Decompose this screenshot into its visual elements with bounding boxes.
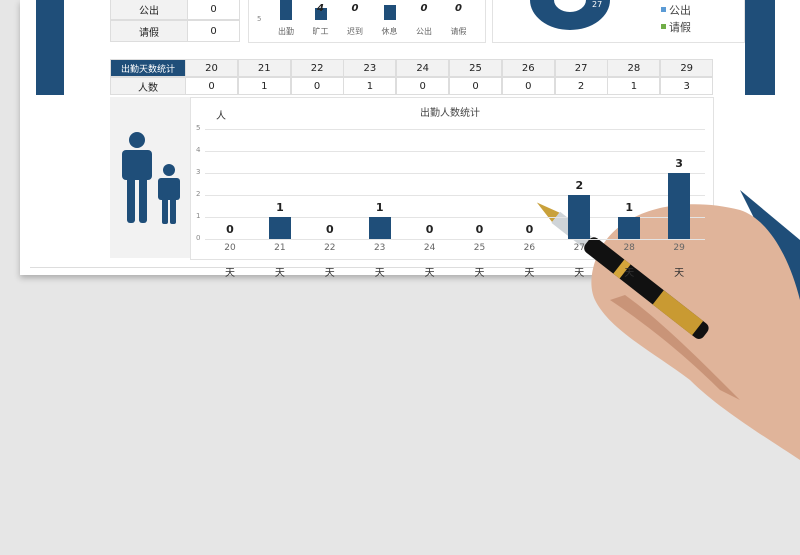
y-tick: 1	[196, 212, 201, 220]
day-count: 1	[343, 77, 397, 95]
unit-label: 天	[474, 268, 485, 279]
legend-label: 请假	[669, 21, 691, 34]
unit-label: 天	[424, 268, 435, 279]
day-header: 24	[396, 59, 450, 77]
day-count: 0	[290, 77, 344, 95]
y-tick: 2	[196, 190, 201, 198]
gridline	[205, 195, 705, 196]
unit-label: 天	[574, 268, 585, 279]
gridline	[205, 129, 705, 130]
unit-label: 天	[674, 268, 685, 279]
x-tick: 26	[523, 243, 536, 253]
bar-value-label: 1	[375, 201, 384, 214]
x-tick: 29	[673, 243, 685, 253]
y-tick: 5	[196, 124, 201, 132]
type-category: 迟到	[347, 27, 363, 36]
unit-label: 天	[324, 268, 335, 279]
bar	[368, 217, 391, 239]
donut-label: 27	[592, 0, 603, 9]
day-header: 29	[660, 59, 714, 77]
summary-label: 公出	[110, 0, 188, 20]
day-count: 0	[396, 77, 450, 95]
x-tick: 23	[373, 243, 386, 253]
unit-label: 天	[374, 268, 385, 279]
unit-label: 天	[624, 268, 635, 279]
day-header: 27	[554, 59, 608, 77]
y-tick: 0	[196, 234, 201, 242]
legend-swatch	[661, 7, 666, 12]
summary-label: 请假	[110, 20, 188, 42]
y-tick: 5	[257, 15, 262, 23]
x-tick: 25	[473, 243, 486, 253]
chart-title: 出勤人数统计	[420, 108, 480, 119]
bar-value-label: 0	[325, 223, 334, 236]
donut-chart	[530, 0, 610, 30]
x-tick: 24	[423, 243, 436, 253]
right-accent-bar	[745, 0, 775, 95]
day-count: 1	[607, 77, 661, 95]
day-header: 26	[501, 59, 555, 77]
y-tick: 3	[196, 168, 201, 176]
x-tick: 21	[274, 243, 286, 253]
gridline	[205, 217, 705, 218]
bar-value-label: 3	[675, 157, 683, 170]
type-category: 休息	[381, 27, 398, 36]
type-bar	[383, 5, 396, 20]
unit-label: 天	[274, 268, 285, 279]
day-count: 1	[237, 77, 291, 95]
bar-value-label: 1	[625, 201, 634, 214]
bar	[568, 195, 591, 239]
y-tick: 4	[196, 146, 201, 154]
days-header: 出勤天数统计	[110, 59, 186, 77]
bar-value-label: 0	[475, 223, 484, 236]
x-tick: 28	[623, 243, 635, 253]
type-bar-value: 0	[455, 3, 462, 14]
left-accent-bar	[36, 0, 64, 95]
type-bar-value: 4	[317, 3, 324, 14]
day-header: 28	[607, 59, 661, 77]
day-header: 20	[185, 59, 238, 77]
type-bar	[280, 0, 292, 20]
day-count: 0	[501, 77, 555, 95]
x-tick: 20	[224, 243, 236, 253]
legend-label: 公出	[669, 4, 691, 17]
legend-swatch	[661, 24, 666, 29]
day-header: 22	[290, 59, 344, 77]
y-axis-label: 人	[216, 111, 226, 122]
day-header: 23	[343, 59, 397, 77]
bar-value-label: 0	[425, 223, 434, 236]
gridline	[205, 151, 705, 152]
bar	[618, 217, 641, 239]
bar-value-label: 0	[226, 223, 234, 236]
gridline	[205, 173, 705, 174]
bar-value-label: 2	[575, 179, 584, 192]
type-bar	[314, 8, 327, 20]
day-count: 0	[185, 77, 238, 95]
x-tick: 22	[324, 243, 336, 253]
bar-value-label: 0	[525, 223, 534, 236]
bar	[668, 173, 691, 239]
summary-value: 0	[187, 20, 240, 42]
family-icon	[122, 132, 180, 224]
day-header: 21	[237, 59, 291, 77]
type-category: 请假	[450, 27, 467, 36]
bar-value-label: 1	[276, 201, 284, 214]
x-tick: 27	[573, 243, 586, 253]
type-category: 旷工	[312, 27, 329, 36]
unit-label: 天	[225, 268, 235, 279]
day-header: 25	[449, 59, 502, 77]
type-bar-value: 0	[420, 3, 428, 14]
day-count: 0	[449, 77, 502, 95]
gridline	[205, 239, 705, 240]
bar	[268, 217, 291, 239]
summary-value: 0	[187, 0, 240, 20]
type-category: 公出	[416, 27, 432, 36]
unit-label: 天	[524, 268, 535, 279]
day-count: 3	[660, 77, 714, 95]
row-label: 人数	[110, 77, 186, 95]
type-bar-value: 0	[351, 3, 359, 14]
type-category: 出勤	[278, 27, 294, 36]
day-count: 2	[554, 77, 608, 95]
